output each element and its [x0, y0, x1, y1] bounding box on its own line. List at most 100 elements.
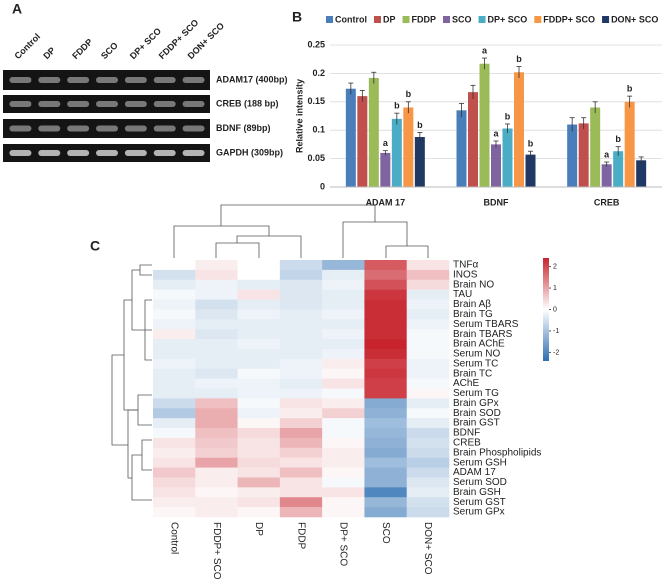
gel-band	[153, 77, 176, 83]
band-label: CREB (188 bp)	[216, 98, 279, 108]
row-label: AChE	[453, 378, 479, 389]
heatmap-cell	[364, 507, 408, 518]
significance-label: a	[383, 138, 389, 148]
gel-band	[38, 150, 61, 156]
heatmap-cell	[406, 279, 450, 290]
colorbar-tick-label: 1	[553, 285, 557, 292]
panel-label: A	[12, 1, 22, 17]
heatmap-cell	[406, 319, 450, 330]
gel-band	[96, 125, 118, 132]
heatmap-cell	[279, 477, 323, 488]
lane-label: FDDP	[70, 37, 94, 61]
heatmap-cell	[237, 428, 281, 439]
y-tick-label: 0	[320, 181, 325, 191]
gel-band	[153, 101, 176, 107]
legend-label: FDDP	[412, 14, 437, 24]
heatmap-cell	[195, 388, 238, 399]
bar	[624, 101, 635, 187]
gel-band	[124, 101, 147, 107]
heatmap-cell	[195, 299, 238, 310]
bar	[601, 164, 612, 187]
significance-label: b	[516, 54, 522, 64]
gel-band	[67, 150, 90, 156]
heatmap-cell	[237, 269, 281, 281]
significance-label: a	[482, 45, 488, 55]
heatmap-cell	[237, 299, 281, 310]
heatmap-cell	[322, 447, 365, 458]
row-label: Brain Aβ	[453, 299, 491, 310]
heatmap-cell	[237, 368, 281, 379]
heatmap-cell	[406, 477, 450, 488]
heatmap-cell	[406, 487, 450, 498]
column-label: DP	[253, 522, 264, 536]
row-label: Brain GPx	[453, 398, 499, 409]
heatmap-cell	[237, 358, 281, 370]
heatmap-cell	[279, 319, 323, 330]
row-label: Serum TBARS	[453, 319, 519, 330]
significance-label: a	[604, 149, 610, 159]
colorbar-tick-label: -1	[553, 328, 559, 335]
heatmap-cell	[279, 269, 323, 281]
heatmap-cell	[406, 408, 450, 419]
heatmap-cell	[195, 467, 238, 478]
y-tick-label: 0.05	[307, 153, 325, 163]
legend-swatch	[478, 16, 486, 23]
heatmap-cell	[279, 348, 323, 360]
panel-label: B	[292, 9, 302, 25]
heatmap-cell	[364, 497, 408, 508]
heatmap-cell	[364, 428, 408, 439]
heatmap-cell	[322, 428, 365, 439]
heatmap-cell	[153, 388, 196, 399]
heatmap-cell	[364, 378, 408, 389]
gel-band	[124, 150, 147, 156]
heatmap-cell	[364, 477, 408, 488]
heatmap-cell	[322, 368, 365, 379]
significance-label: b	[615, 134, 621, 144]
legend-label: DP	[383, 14, 396, 24]
heatmap-cell	[153, 428, 196, 439]
legend-swatch	[443, 16, 451, 23]
row-label: ADAM 17	[453, 467, 496, 478]
heatmap-cell	[195, 309, 238, 320]
heatmap-cell	[195, 428, 238, 439]
bar	[403, 107, 414, 187]
heatmap-cell	[153, 408, 196, 419]
heatmap-cell	[195, 437, 238, 449]
heatmap-cell	[237, 467, 281, 478]
heatmap-cell	[153, 299, 196, 310]
heatmap-cell	[153, 437, 196, 449]
heatmap-cell	[364, 368, 408, 379]
bar	[636, 160, 647, 187]
heatmap-cell	[279, 428, 323, 439]
gel-band	[9, 125, 32, 132]
heatmap-cell	[153, 348, 196, 360]
row-dendrogram	[111, 264, 152, 501]
heatmap-cell	[195, 269, 238, 281]
row-label: Brain TC	[453, 368, 492, 379]
column-label: DON+ SCO	[422, 522, 433, 575]
gel-band	[38, 125, 61, 132]
heatmap-cell	[322, 487, 365, 498]
heatmap-cell	[322, 289, 365, 300]
heatmap-cell	[322, 398, 365, 409]
heatmap-cell	[279, 487, 323, 498]
gel-band	[9, 101, 32, 107]
heatmap-cell	[279, 299, 323, 310]
heatmap-cell	[279, 408, 323, 419]
heatmap-cell	[406, 269, 450, 281]
heatmap-cell	[322, 348, 365, 360]
x-tick-label: ADAM 17	[366, 197, 406, 207]
x-tick-label: BDNF	[484, 197, 509, 207]
heatmap-cell	[406, 388, 450, 399]
heatmap-cell	[153, 339, 196, 350]
bar	[345, 88, 356, 187]
heatmap-cell	[237, 388, 281, 399]
row-label: Brain Phospholipids	[453, 447, 541, 458]
heatmap-cell	[406, 348, 450, 360]
heatmap-cell	[322, 319, 365, 330]
bar	[456, 110, 467, 187]
heatmap-cell	[279, 398, 323, 409]
heatmap-cell	[322, 497, 365, 508]
heatmap-cell	[153, 269, 196, 281]
